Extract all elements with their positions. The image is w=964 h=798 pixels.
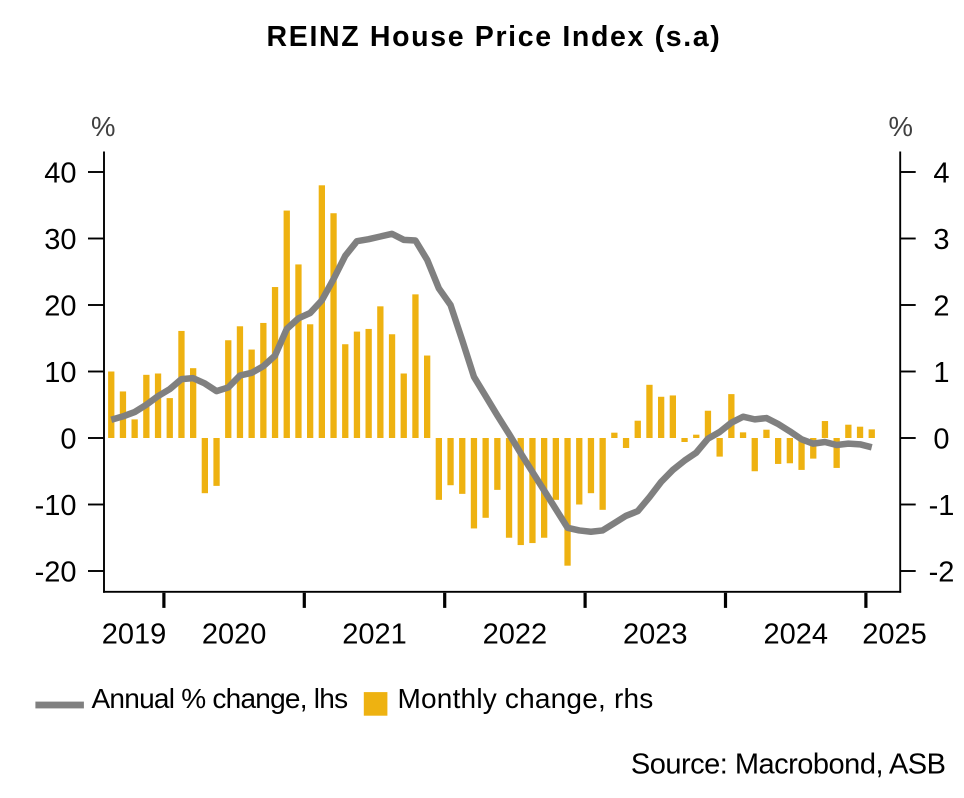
svg-text:2021: 2021 xyxy=(342,619,407,651)
svg-text:4: 4 xyxy=(933,157,949,189)
svg-text:20: 20 xyxy=(44,290,76,322)
svg-text:2020: 2020 xyxy=(202,619,267,651)
svg-text:-10: -10 xyxy=(35,490,77,522)
svg-text:-1: -1 xyxy=(929,490,955,522)
svg-text:10: 10 xyxy=(44,357,76,389)
svg-text:Annual % change, lhs: Annual % change, lhs xyxy=(92,683,348,714)
svg-text:30: 30 xyxy=(44,224,76,256)
svg-text:2022: 2022 xyxy=(483,619,548,651)
svg-text:%: % xyxy=(91,111,115,142)
svg-text:Source: Macrobond, ASB: Source: Macrobond, ASB xyxy=(631,749,946,781)
svg-text:2: 2 xyxy=(933,290,949,322)
svg-text:-20: -20 xyxy=(35,556,77,588)
svg-text:2019: 2019 xyxy=(102,619,167,651)
svg-text:-2: -2 xyxy=(929,556,955,588)
svg-text:%: % xyxy=(889,111,913,142)
svg-text:3: 3 xyxy=(933,224,949,256)
svg-text:2025: 2025 xyxy=(862,619,927,651)
svg-text:0: 0 xyxy=(933,423,949,455)
svg-text:1: 1 xyxy=(933,357,949,389)
svg-text:2024: 2024 xyxy=(763,619,828,651)
svg-text:Monthly change, rhs: Monthly change, rhs xyxy=(398,683,654,714)
svg-text:40: 40 xyxy=(44,157,76,189)
svg-text:REINZ House Price Index (s.a): REINZ House Price Index (s.a) xyxy=(267,21,722,53)
svg-text:0: 0 xyxy=(60,423,76,455)
svg-text:2023: 2023 xyxy=(623,619,688,651)
